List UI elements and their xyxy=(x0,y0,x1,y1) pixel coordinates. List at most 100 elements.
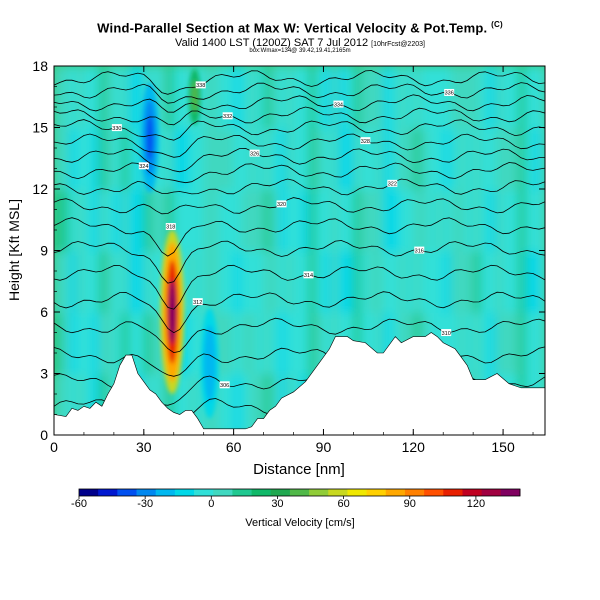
isotherm-line xyxy=(54,240,545,284)
colorbar-tick-label: 30 xyxy=(271,498,283,510)
colorbar-swatch xyxy=(174,489,195,496)
x-tick-label: 0 xyxy=(50,439,58,455)
isotherm-label-bg xyxy=(441,329,452,337)
isotherm-line xyxy=(54,147,545,173)
isotherm-label: 338 xyxy=(196,83,205,89)
valid-time: Valid 1400 LST (1200Z) SAT 7 Jul 2012 [1… xyxy=(0,37,600,49)
colorbar-swatch xyxy=(136,489,157,496)
colorbar-swatch xyxy=(232,489,252,496)
x-tick-label: 120 xyxy=(402,439,426,455)
colorbar-swatch xyxy=(309,489,329,496)
colorbar-swatch xyxy=(481,489,502,496)
isotherm-label: 320 xyxy=(277,202,286,208)
colorbar-swatch xyxy=(194,489,214,496)
isotherm-line xyxy=(54,178,545,196)
isotherm-label-bg xyxy=(444,88,455,96)
isotherm-line xyxy=(54,291,545,334)
colorbar-swatch xyxy=(79,489,99,496)
isotherm-label-bg xyxy=(222,112,233,120)
y-axis-label: Height [Kft MSL] xyxy=(6,199,22,301)
isotherm-label-bg xyxy=(249,149,260,157)
isotherm-line xyxy=(54,133,545,158)
colorbar-swatch xyxy=(500,489,521,496)
x-tick-label: 60 xyxy=(226,439,242,455)
y-tick-label: 12 xyxy=(32,181,48,197)
isotherm-label-bg xyxy=(414,246,425,254)
chart-title: Wind-Parallel Section at Max W: Vertical… xyxy=(0,20,600,35)
field-feature-0 xyxy=(168,280,176,344)
isotherm-label-bg xyxy=(195,81,206,89)
x-tick-label: 90 xyxy=(316,439,332,455)
isotherm-line xyxy=(54,70,545,95)
isotherm-label-bg xyxy=(360,137,371,145)
x-axis: 0 30 60 90 120 150 xyxy=(50,66,534,455)
isotherm-label-bg xyxy=(111,124,122,132)
isotherm-label-bg xyxy=(192,298,203,306)
chart-title-mark: (C) xyxy=(491,20,503,29)
colorbar-tick-label: 0 xyxy=(208,498,214,510)
y-tick-label: 0 xyxy=(40,427,48,443)
isotherm-line xyxy=(54,94,545,113)
isotherm-label: 336 xyxy=(445,91,454,97)
isotherm-label: 334 xyxy=(334,102,343,108)
colorbar-swatch xyxy=(270,489,291,496)
colorbar-swatch xyxy=(366,489,387,496)
colorbar-swatch xyxy=(328,489,348,496)
y-tick-label: 18 xyxy=(32,58,48,74)
isotherm-label: 330 xyxy=(112,126,121,132)
isotherm-label: 314 xyxy=(304,273,313,279)
colorbar-swatch xyxy=(462,489,483,496)
box-info: box:Wmax=134@ 39.42,19.41,2165m xyxy=(249,48,351,54)
colorbar-tick-label: -30 xyxy=(137,498,153,510)
isotherm-lines: 3043063083103123143163183203223243263283… xyxy=(54,70,545,435)
isotherm-label-bg xyxy=(219,381,230,389)
isotherm-line xyxy=(54,82,545,104)
terrain xyxy=(54,332,545,435)
colorbar: -60 -30 0 30 60 90 120 xyxy=(71,488,521,510)
colorbar-swatch xyxy=(443,489,463,496)
colorbar-swatch xyxy=(213,489,233,496)
y-axis: 0 3 6 9 12 15 18 xyxy=(32,58,545,443)
y-tick-label: 3 xyxy=(40,366,48,382)
isotherm-label: 310 xyxy=(442,331,451,337)
isotherm-label: 322 xyxy=(388,182,397,188)
isotherm-label-bg xyxy=(387,179,398,187)
colorbar-swatch xyxy=(155,489,176,496)
colorbar-label: Vertical Velocity [cm/s] xyxy=(245,517,355,529)
x-axis-label: Distance [nm] xyxy=(253,461,345,478)
isotherm-label-bg xyxy=(303,271,314,279)
isotherm-line xyxy=(54,106,545,126)
isotherm-label: 316 xyxy=(415,248,424,254)
x-tick-label: 150 xyxy=(491,439,515,455)
field-feature-2 xyxy=(206,341,213,386)
isotherm-label-bg xyxy=(276,200,287,208)
isotherm-line xyxy=(54,162,545,184)
x-tick-label: 30 xyxy=(136,439,152,455)
y-tick-label: 9 xyxy=(40,243,48,259)
colorbar-swatch xyxy=(289,489,310,496)
colorbar-swatch xyxy=(424,489,444,496)
field-feature-1 xyxy=(146,115,153,160)
isotherm-label: 306 xyxy=(220,383,229,389)
colorbar-tick-label: 90 xyxy=(404,498,416,510)
colorbar-swatch xyxy=(347,489,368,496)
isotherm-label-bg xyxy=(165,223,176,231)
colorbar-tick-label: -60 xyxy=(71,498,87,510)
y-tick-label: 6 xyxy=(40,304,48,320)
isotherm-line xyxy=(54,264,545,310)
isotherm-label: 332 xyxy=(223,114,232,120)
isotherm-line xyxy=(54,217,545,257)
isotherm-line xyxy=(54,119,545,141)
isotherm-line xyxy=(54,197,545,215)
chart-title-text: Wind-Parallel Section at Max W: Vertical… xyxy=(97,20,488,36)
isotherm-label: 318 xyxy=(166,225,175,231)
colorbar-swatch xyxy=(385,489,406,496)
colorbar-tick-label: 60 xyxy=(337,498,349,510)
colorbar-swatch xyxy=(98,489,118,496)
isotherm-line xyxy=(54,317,545,354)
isotherm-label: 312 xyxy=(193,300,202,306)
colorbar-swatch xyxy=(404,489,425,496)
colorbar-tick-label: 120 xyxy=(467,498,485,510)
isotherm-label-bg xyxy=(138,162,149,170)
